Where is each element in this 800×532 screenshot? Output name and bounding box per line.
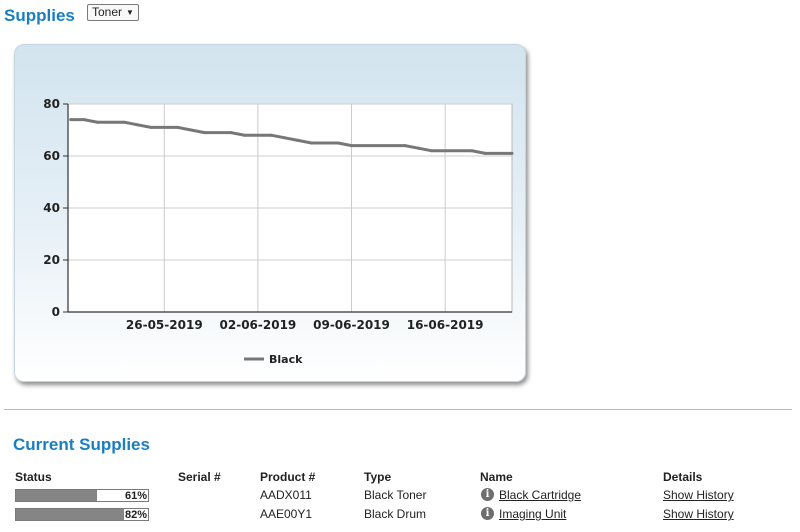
status-bar: 82% xyxy=(15,508,149,521)
data-point xyxy=(176,125,180,129)
current-supplies-title: Current Supplies xyxy=(13,435,150,454)
status-bar-fill xyxy=(16,490,97,501)
y-tick-label: 80 xyxy=(43,97,60,111)
data-point xyxy=(269,133,273,137)
show-history-link[interactable]: Show History xyxy=(663,488,734,502)
legend-label-black: Black xyxy=(269,353,303,366)
data-point xyxy=(336,141,340,145)
info-icon[interactable]: i xyxy=(481,507,494,520)
column-header-product: Product # xyxy=(260,470,316,484)
status-bar: 61% xyxy=(15,489,149,502)
page-title: Supplies xyxy=(4,6,75,25)
data-point xyxy=(243,133,247,137)
status-bar-fill xyxy=(16,509,125,520)
show-history-link[interactable]: Show History xyxy=(663,507,734,521)
x-tick-label: 02-06-2019 xyxy=(220,318,297,332)
y-tick-label: 20 xyxy=(43,253,60,267)
column-header-serial: Serial # xyxy=(178,470,221,484)
data-point xyxy=(69,118,73,122)
data-point xyxy=(122,120,126,124)
data-point xyxy=(202,131,206,135)
info-icon[interactable]: i xyxy=(481,488,494,501)
data-point xyxy=(510,151,514,155)
data-point xyxy=(350,144,354,148)
column-header-name: Name xyxy=(480,470,513,484)
x-tick-label: 26-05-2019 xyxy=(126,318,203,332)
data-point xyxy=(403,144,407,148)
status-percent: 82% xyxy=(124,509,147,521)
data-point xyxy=(470,149,474,153)
column-header-status: Status xyxy=(15,470,52,484)
status-percent: 61% xyxy=(124,490,147,502)
y-tick-label: 0 xyxy=(52,305,60,319)
data-point xyxy=(229,131,233,135)
y-tick-label: 40 xyxy=(43,201,60,215)
data-point xyxy=(95,120,99,124)
supply-type: Black Drum xyxy=(364,507,427,521)
column-header-type: Type xyxy=(364,470,392,484)
supply-history-chart: 0 20 40 60 80 26-05-2019 02-06-2019 09-06-2019 1… xyxy=(14,44,526,382)
column-header-details: Details xyxy=(663,470,703,484)
supply-name-link[interactable]: Imaging Unit xyxy=(499,507,567,521)
data-point xyxy=(149,125,153,129)
chevron-down-icon: ▼ xyxy=(126,8,134,17)
data-point xyxy=(483,151,487,155)
product-number: AAE00Y1 xyxy=(260,507,313,521)
x-tick-label: 16-06-2019 xyxy=(407,318,484,332)
data-point xyxy=(189,128,193,132)
supply-type-select[interactable]: Toner ▼ xyxy=(87,4,139,21)
supply-type-select-value: Toner xyxy=(92,5,123,19)
data-point xyxy=(430,149,434,153)
y-tick-label: 60 xyxy=(43,149,60,163)
data-point xyxy=(296,138,300,142)
x-tick-label: 09-06-2019 xyxy=(313,318,390,332)
supply-name-link[interactable]: Black Cartridge xyxy=(499,488,582,502)
section-divider xyxy=(4,409,792,410)
data-point xyxy=(416,146,420,150)
product-number: AADX011 xyxy=(260,488,312,502)
data-point xyxy=(136,123,140,127)
data-point xyxy=(309,141,313,145)
chart-svg: 0 20 40 60 80 26-05-2019 02-06-2019 09-06-2019 1… xyxy=(43,97,514,366)
data-point xyxy=(283,136,287,140)
supply-type: Black Toner xyxy=(364,488,427,502)
data-point xyxy=(82,118,86,122)
